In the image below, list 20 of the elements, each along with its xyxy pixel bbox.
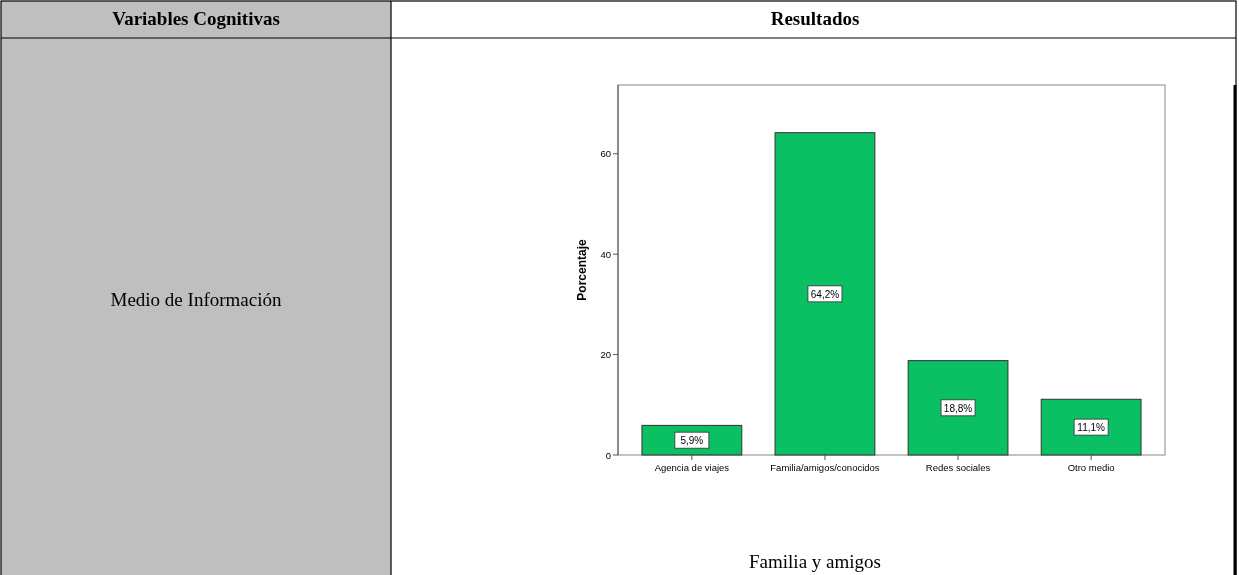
data-label: 5,9% <box>680 435 704 447</box>
bar <box>1040 398 1142 456</box>
y-axis-title: Porcentaje <box>575 238 589 301</box>
x-tick-label: Redes sociales <box>925 462 991 473</box>
x-tick-label: Familia/amigos/conocidos <box>770 462 880 473</box>
text: Medio de Información <box>110 289 282 310</box>
y-tick-label: 20 <box>600 349 611 361</box>
x-tick-label: Agencia de viajes <box>654 462 730 473</box>
y-tick-label: 40 <box>600 248 611 260</box>
bar <box>774 132 876 456</box>
bar <box>907 360 1009 456</box>
x-tick-label: Otro medio <box>1067 462 1115 473</box>
text: Familia y amigos <box>749 551 881 572</box>
y-tick-label: 60 <box>600 148 611 160</box>
text: Resultados <box>770 8 860 29</box>
text: Variables Cognitivas <box>112 8 280 29</box>
data-label: 11,1% <box>1077 422 1106 434</box>
y-tick-label: 0 <box>605 449 611 461</box>
data-label: 64,2% <box>810 288 840 300</box>
data-label: 18,8% <box>943 402 973 414</box>
